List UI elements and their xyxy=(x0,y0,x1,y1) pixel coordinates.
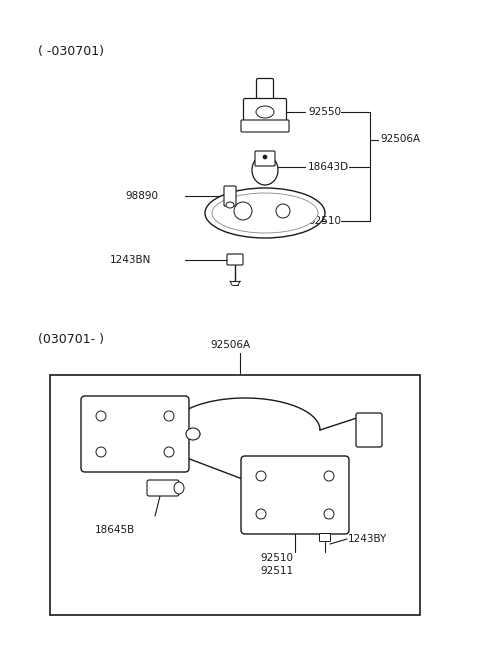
FancyBboxPatch shape xyxy=(81,396,189,472)
FancyBboxPatch shape xyxy=(241,456,349,534)
Text: 92506A: 92506A xyxy=(210,340,250,350)
Text: 92510: 92510 xyxy=(308,216,341,226)
Ellipse shape xyxy=(205,188,325,238)
FancyBboxPatch shape xyxy=(227,254,243,265)
Ellipse shape xyxy=(226,202,234,208)
Ellipse shape xyxy=(256,106,274,118)
Text: 92511: 92511 xyxy=(260,566,293,576)
Text: 98890: 98890 xyxy=(125,191,158,201)
FancyBboxPatch shape xyxy=(224,186,236,206)
FancyBboxPatch shape xyxy=(147,480,179,496)
Ellipse shape xyxy=(164,447,174,457)
Text: 92510: 92510 xyxy=(260,553,293,563)
Ellipse shape xyxy=(324,509,334,519)
FancyBboxPatch shape xyxy=(255,151,275,166)
FancyBboxPatch shape xyxy=(356,413,382,447)
FancyBboxPatch shape xyxy=(256,79,274,103)
Ellipse shape xyxy=(186,428,200,440)
Ellipse shape xyxy=(96,411,106,421)
Ellipse shape xyxy=(234,202,252,220)
Ellipse shape xyxy=(263,155,267,159)
Text: (030701- ): (030701- ) xyxy=(38,333,104,346)
Ellipse shape xyxy=(174,482,184,494)
Text: 18645B: 18645B xyxy=(95,525,135,535)
Text: 1243BY: 1243BY xyxy=(348,534,387,544)
Ellipse shape xyxy=(276,204,290,218)
Ellipse shape xyxy=(252,155,278,185)
Text: 1243BN: 1243BN xyxy=(110,255,151,265)
Text: 92506A: 92506A xyxy=(380,134,420,145)
Text: ( -030701): ( -030701) xyxy=(38,45,104,58)
Text: 18643D: 18643D xyxy=(308,162,349,172)
Text: 92550: 92550 xyxy=(308,107,341,117)
Ellipse shape xyxy=(212,193,318,233)
FancyBboxPatch shape xyxy=(50,375,420,615)
Ellipse shape xyxy=(164,411,174,421)
Ellipse shape xyxy=(256,509,266,519)
FancyBboxPatch shape xyxy=(241,120,289,132)
FancyBboxPatch shape xyxy=(243,98,287,126)
Ellipse shape xyxy=(324,471,334,481)
Ellipse shape xyxy=(96,447,106,457)
FancyBboxPatch shape xyxy=(320,534,331,542)
Ellipse shape xyxy=(256,471,266,481)
